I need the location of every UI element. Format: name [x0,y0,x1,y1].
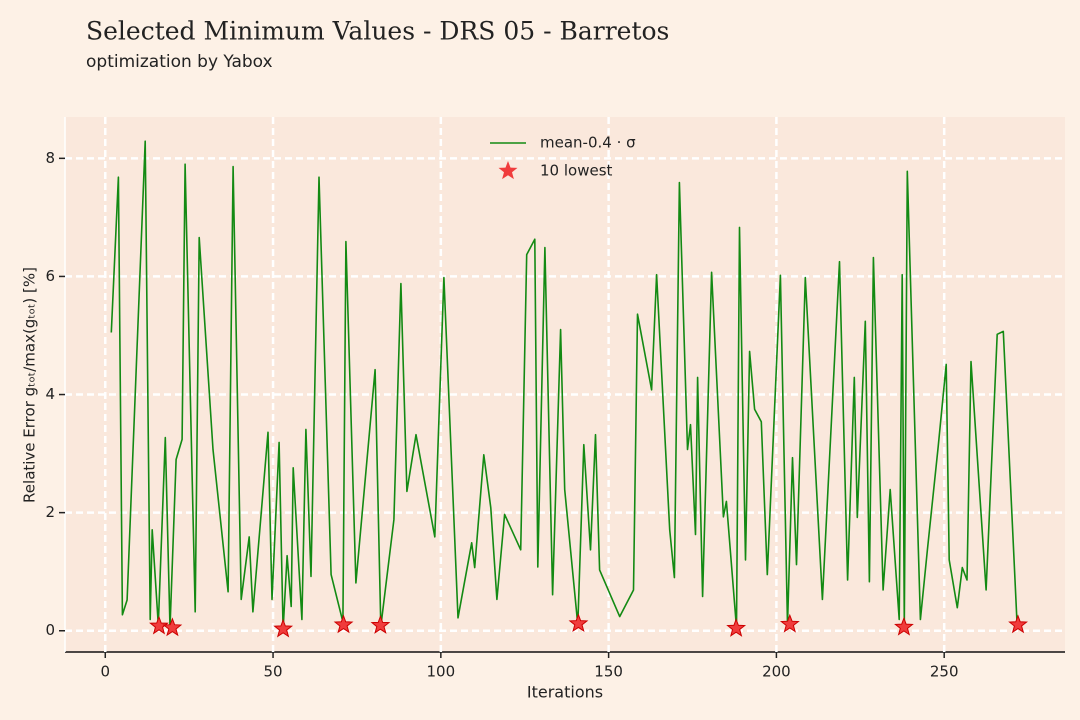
lowest-marker [726,617,747,637]
lowest-marker [149,615,169,635]
plot-area [65,117,1065,652]
lowest-marker [273,618,294,638]
y-tick-label: 6 [45,267,55,285]
legend-label: 10 lowest [540,162,613,180]
lowest-marker [568,613,589,633]
y-tick-label: 8 [45,149,55,167]
y-tick-label: 4 [45,385,55,403]
lowest-marker [370,614,391,634]
lowest-marker [162,617,183,637]
lowest-marker [894,616,914,636]
chart-subtitle: optimization by Yabox [86,52,273,72]
x-tick-label: 100 [427,663,456,681]
lowest-marker [333,614,354,634]
y-axis-label: Relative Error gₜₒₜ/max(gₜₒₜ) [%] [21,267,39,503]
y-tick-label: 2 [45,503,55,521]
x-tick-label: 200 [762,663,791,681]
x-tick-label: 50 [264,663,283,681]
x-axis-label: Iterations [527,683,603,702]
x-tick-label: 0 [100,663,110,681]
x-tick-label: 250 [930,663,959,681]
legend-label: mean-0.4 · σ [540,134,636,152]
lowest-marker [779,613,800,633]
chart-title: Selected Minimum Values - DRS 05 - Barre… [86,17,669,46]
lowest-marker [1008,614,1028,634]
y-tick-label: 0 [45,621,55,639]
legend-swatch [498,161,518,180]
x-tick-label: 150 [594,663,623,681]
